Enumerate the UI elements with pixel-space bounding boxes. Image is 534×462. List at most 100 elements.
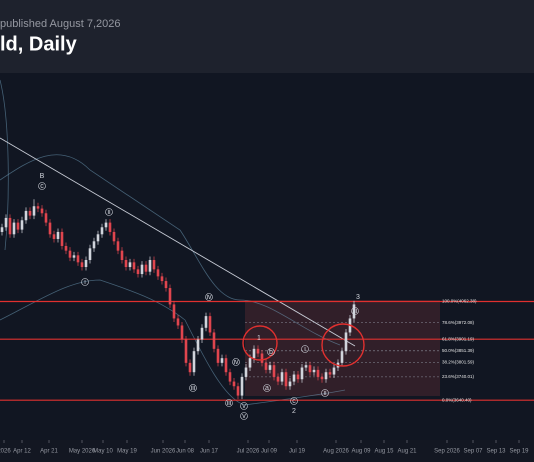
candle-body <box>204 316 208 328</box>
chart-subtitle: published August 7,2026 <box>0 18 121 30</box>
candle-body <box>16 222 20 230</box>
candle-body <box>88 248 92 261</box>
candle-body <box>352 304 356 319</box>
fib-label: 38.2%(3801.59) <box>442 360 475 365</box>
candle-body <box>344 332 348 352</box>
x-tick-label: May 19 <box>117 449 137 455</box>
candle-body <box>236 386 240 396</box>
candle-body <box>72 255 76 258</box>
candle-body <box>252 348 256 359</box>
candle-body <box>20 220 24 230</box>
candle-body <box>52 234 56 239</box>
candle-body <box>120 250 124 261</box>
fib-label: 50.0%(3851.39) <box>442 348 475 353</box>
x-tick-label: Apr 21 <box>40 449 58 455</box>
wave-label: iii <box>227 400 232 407</box>
candle-body <box>68 250 72 258</box>
wave-label: 2 <box>292 408 296 415</box>
candle-body <box>104 222 108 228</box>
wave-label: v <box>242 413 246 420</box>
candle-body <box>132 262 136 270</box>
x-tick-label: May 2026 <box>69 449 96 455</box>
x-tick-label: Sep 13 <box>486 449 506 455</box>
candle-body <box>332 367 336 375</box>
fib-label: 100.0%(4062.38) <box>442 299 477 304</box>
candle-body <box>264 362 268 370</box>
candle-body <box>340 351 344 363</box>
wave-label: c <box>40 183 44 190</box>
candle-body <box>96 234 100 242</box>
wave-label: iii <box>353 308 358 315</box>
x-tick-label: Sep 07 <box>463 449 483 455</box>
wave-label: v <box>242 403 246 410</box>
candle-body <box>196 339 200 352</box>
candle-body <box>248 358 252 368</box>
candle-body <box>48 222 52 235</box>
candle-body <box>312 369 316 373</box>
candle-body <box>268 365 272 370</box>
wave-label: i <box>304 346 306 353</box>
x-tick-label: Aug 21 <box>397 449 417 455</box>
candle-body <box>188 362 192 373</box>
wave-label: c <box>292 398 296 405</box>
wave-label: b <box>269 349 273 356</box>
candle-body <box>36 206 40 209</box>
fib-label: 78.6%(3972.08) <box>442 320 475 325</box>
wave-label: ii <box>107 209 111 216</box>
candle-body <box>124 260 128 268</box>
candle-body <box>284 372 288 387</box>
fib-label: 0.0%(3640.40) <box>442 397 472 402</box>
candle-body <box>128 262 132 268</box>
x-tick-label: Jun 2026 <box>151 449 176 455</box>
candle-body <box>136 269 140 275</box>
candle-body <box>8 217 12 235</box>
x-tick-label: May 10 <box>93 449 113 455</box>
x-axis-strip <box>0 440 534 462</box>
wave-label: 1 <box>257 335 261 342</box>
candle-body <box>296 374 300 380</box>
fib-box <box>245 300 440 396</box>
candle-body <box>180 325 184 340</box>
candle-body <box>176 318 180 326</box>
candle-body <box>140 264 144 275</box>
chart-title: ld, Daily <box>0 33 78 55</box>
wave-label: iv <box>206 294 212 301</box>
candle-body <box>328 372 332 375</box>
x-tick-label: Sep 2026 <box>434 449 460 455</box>
wave-labels: B c ii i iv iii iv iii v v 1 b a c 2 i i… <box>38 173 360 420</box>
wave-label: 3 <box>356 294 360 301</box>
x-tick-label: Aug 09 <box>351 449 371 455</box>
candle-body <box>256 348 260 354</box>
candle-body <box>184 339 188 363</box>
candle-body <box>212 332 216 349</box>
candle-body <box>152 260 156 270</box>
candle-body <box>324 372 328 380</box>
highlight-circle <box>242 325 278 361</box>
candle-body <box>300 367 304 380</box>
candle-body <box>92 241 96 249</box>
candle-body <box>80 262 84 268</box>
x-tick-label: Aug 15 <box>374 449 394 455</box>
candle-body <box>280 372 284 382</box>
candle-body <box>144 264 148 272</box>
candle-body <box>108 222 112 232</box>
x-tick-label: Sep 19 <box>509 449 529 455</box>
x-tick-label: 2026 <box>0 449 11 455</box>
wave-label: iii <box>191 385 196 392</box>
candle-body <box>164 281 168 289</box>
candle-body <box>12 222 16 235</box>
candle-body <box>260 353 264 363</box>
candle-body <box>156 269 160 277</box>
candle-body <box>4 217 8 228</box>
candle-body <box>76 255 80 263</box>
candle-body <box>288 381 292 387</box>
wave-label: ii <box>323 390 327 397</box>
candle-body <box>44 213 48 223</box>
candle-body <box>228 372 232 382</box>
upper-band <box>0 154 341 346</box>
candle-body <box>304 365 308 368</box>
x-tick-label: Jul 09 <box>261 449 278 455</box>
trend-line <box>0 137 356 347</box>
header-bar <box>0 0 534 73</box>
